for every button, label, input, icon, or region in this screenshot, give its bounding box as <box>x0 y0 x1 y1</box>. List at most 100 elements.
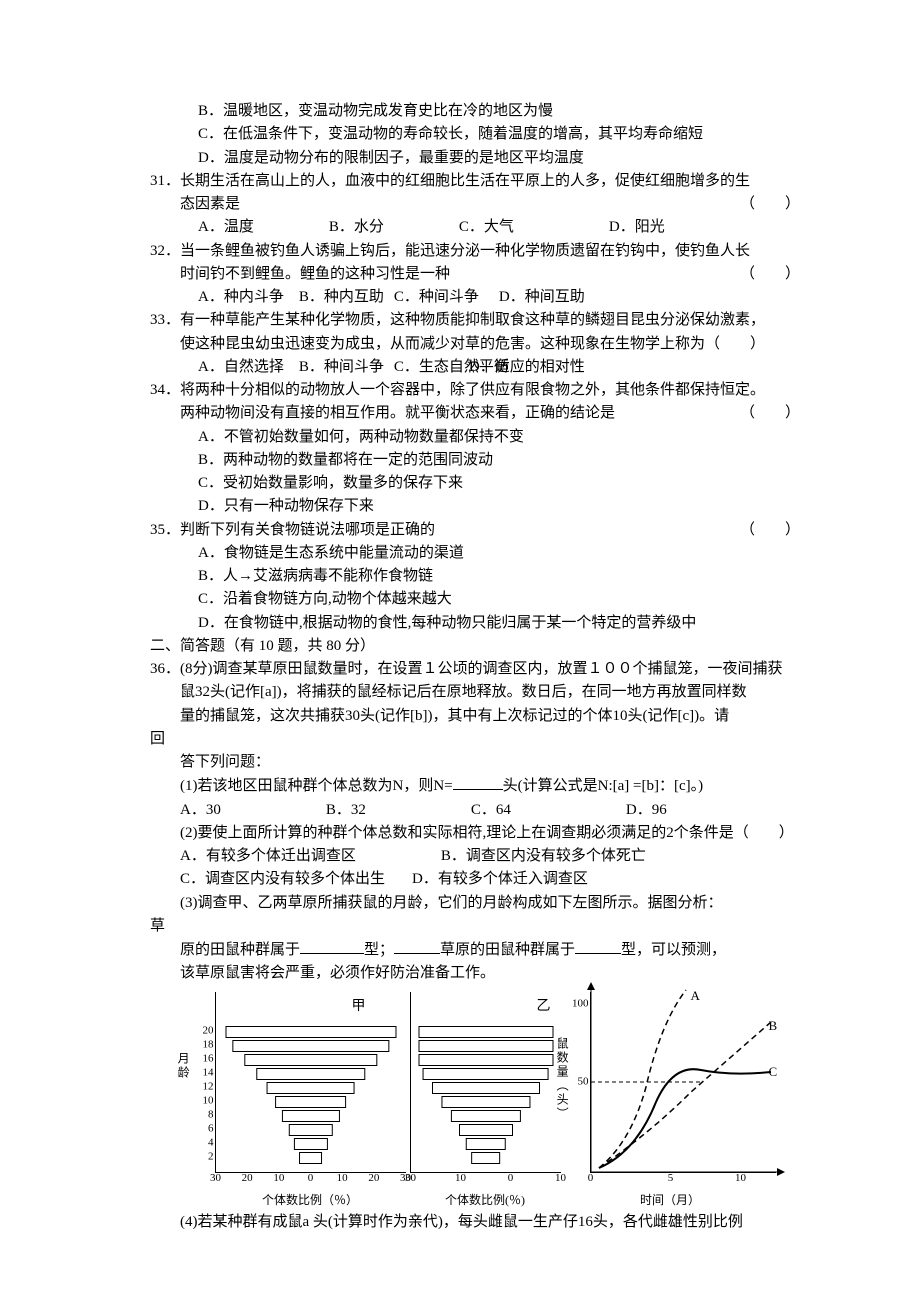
q36-line4: 答下列问题： <box>150 751 800 774</box>
q35-option-b[interactable]: B．人→艾滋病病毒不能称作食物链 <box>150 565 800 588</box>
q36-h1: (8分)调查某草原田鼠数量时，在设置１公顷的调查区内，放置１００个捕鼠笼，一夜间… <box>180 658 783 681</box>
q36-p1-c[interactable]: C．64 <box>471 799 511 822</box>
xlabel-growth: 时间（月） <box>565 1191 776 1210</box>
label-a: A <box>691 986 700 1006</box>
q31-c[interactable]: C．大气 <box>459 216 514 239</box>
pyramid-bar <box>418 1054 553 1066</box>
pyramid-bar <box>432 1082 540 1094</box>
xtick: 10 <box>735 1170 746 1187</box>
q32-a[interactable]: A．种内斗争 <box>198 286 284 309</box>
xtick: 10 <box>555 1170 566 1187</box>
q33-d[interactable]: D．适应的相对性 <box>469 356 585 379</box>
q32-number: 32． <box>150 240 180 263</box>
xtick: 20 <box>368 1170 379 1187</box>
q36-p2-row1: A．有较多个体迁出调查区 B．调查区内没有较多个体死亡 <box>150 845 800 868</box>
q36-p1-options: A．30 B．32 C．64 D．96 <box>150 799 800 822</box>
q33-number: 33． <box>150 309 180 332</box>
text: D．只有一种动物保存下来 <box>198 498 374 514</box>
q33-b[interactable]: B．种间斗争 <box>299 356 384 379</box>
fill-blank[interactable] <box>300 938 364 954</box>
q30-option-d[interactable]: D．温度是动物分布的限制因子，最重要的是地区平均温度 <box>150 147 800 170</box>
curve-b <box>599 1022 771 1168</box>
q33-stem2: 使这种昆虫幼虫迅速变为成虫，从而减少对草的危害。这种现象在生物学上称为（ ） <box>180 333 765 356</box>
q30-option-b[interactable]: B．温暖地区，变温动物完成发育史比在冷的地区为慢 <box>150 100 800 123</box>
answer-blank[interactable]: （ ） <box>740 402 800 425</box>
pyramid-bar <box>275 1096 347 1108</box>
fill-blank[interactable] <box>575 938 621 954</box>
q32-c[interactable]: C．种间斗争 <box>394 286 479 309</box>
text: A．食物链是生态系统中能量流动的渠道 <box>198 545 464 561</box>
q34-option-b[interactable]: B．两种动物的数量都将在一定的范围同波动 <box>150 449 800 472</box>
q30-option-c[interactable]: C．在低温条件下，变温动物的寿命较长，随着温度的增高，其平均寿命缩短 <box>150 123 800 146</box>
pyramid-bar <box>450 1110 520 1122</box>
q35-number: 35． <box>150 519 180 542</box>
q32-d[interactable]: D．种间互助 <box>499 286 585 309</box>
xtick: 20 <box>242 1170 253 1187</box>
text: C．受初始数量影响，数量多的保存下来 <box>198 475 463 491</box>
pyramid-bar <box>244 1054 377 1066</box>
q35-option-d[interactable]: D．在食物链中,根据动物的食性,每种动物只能归属于某一个特定的营养级中 <box>150 612 800 635</box>
q35-option-c[interactable]: C．沿着食物链方向,动物个体越来越大 <box>150 588 800 611</box>
q34-option-a[interactable]: A．不管初始数量如何，两种动物数量都保持不变 <box>150 426 800 449</box>
q36-p2-d[interactable]: D．有较多个体迁入调查区 <box>412 868 588 891</box>
q33-stem1: 有一种草能产生某种化学物质，这种物质能抑制取食这种草的鳞翅目昆虫分泌保幼激素， <box>180 309 765 332</box>
xtick: 0 <box>508 1170 514 1187</box>
chart-label-yi: 乙 <box>537 996 551 1018</box>
q31-b[interactable]: B．水分 <box>329 216 384 239</box>
q36-p1a: (1)若该地区田鼠种群个体总数为N，则N= <box>180 778 453 794</box>
label-b: B <box>769 1016 778 1036</box>
q36-p1-b[interactable]: B．32 <box>326 799 366 822</box>
growth-chart: 鼠数量（头） 50 100 0 5 <box>590 992 776 1173</box>
q36-p2-a[interactable]: A．有较多个体迁出调查区 <box>180 845 356 868</box>
q36-p1-d[interactable]: D．96 <box>626 799 667 822</box>
q36-p2: (2)要使上面所计算的种群个体总数和实际相符,理论上在调查期必须满足的2个条件是… <box>150 822 800 845</box>
ytick: 50 <box>569 1073 589 1090</box>
q36-p1-a[interactable]: A．30 <box>180 799 221 822</box>
pyramid-yi-wrap: 乙 3010010 个体数比例(％) <box>410 992 561 1210</box>
label-c: C <box>769 1062 778 1082</box>
pyramid-chart-yi: 乙 3010010 <box>410 992 561 1173</box>
ytick: 20 <box>194 1022 214 1039</box>
q36-line2: 鼠32头(记作[a])，将捕获的鼠经标记后在原地释放。数日后，在同一地方再放置同… <box>150 681 800 704</box>
pyramid-bar <box>256 1068 365 1080</box>
pyramid-bar <box>299 1152 323 1164</box>
pyramid-bar <box>266 1082 355 1094</box>
q33-a[interactable]: A．自然选择 <box>198 356 284 379</box>
q31-number: 31． <box>150 170 180 193</box>
pyramid-bar <box>232 1040 389 1052</box>
t: 原的田鼠种群属于 <box>180 942 300 958</box>
t: 型； <box>364 942 394 958</box>
answer-blank[interactable]: （ ） <box>740 519 800 542</box>
pyramid-bar <box>465 1138 506 1150</box>
text: A．不管初始数量如何，两种动物数量都保持不变 <box>198 429 524 445</box>
q31-d[interactable]: D．阳光 <box>609 216 665 239</box>
answer-blank[interactable]: （ ） <box>740 263 800 286</box>
q31-options: A．温度 B．水分 C．大气 D．阳光 <box>150 216 800 239</box>
q35-option-a[interactable]: A．食物链是生态系统中能量流动的渠道 <box>150 542 800 565</box>
q36-p3-line3: 该草原鼠害将会严重，必须作好防治准备工作。 <box>150 962 800 985</box>
answer-blank[interactable]: （ ） <box>740 193 800 216</box>
pyramid-bar <box>459 1124 513 1136</box>
q32-stem-line2: 时间钓不到鲤鱼。鲤鱼的这种习性是一种 （ ） <box>150 263 800 286</box>
growth-wrap: 鼠数量（头） 50 100 0 5 <box>565 992 776 1210</box>
q32-stem2: 时间钓不到鲤鱼。鲤鱼的这种习性是一种 <box>180 263 450 286</box>
q31-stem1: 长期生活在高山上的人，血液中的红细胞比生活在平原上的人多，促使红细胞增多的生 <box>180 170 750 193</box>
xlabel-jia: 个体数比例（％） <box>215 1191 406 1210</box>
q34-option-d[interactable]: D．只有一种动物保存下来 <box>150 495 800 518</box>
q36-p2-b[interactable]: B．调查区内没有较多个体死亡 <box>441 845 646 868</box>
pyramid-chart-jia: 月龄 甲 24681012141618203020100102030 <box>215 992 406 1173</box>
xtick: 5 <box>668 1170 674 1187</box>
xtick: 10 <box>337 1170 348 1187</box>
q32-stem-line1: 32． 当一条鲤鱼被钓鱼人诱骗上钩后，能迅速分泌一种化学物质遗留在钓钩中，使钓鱼… <box>150 240 800 263</box>
q34-option-c[interactable]: C．受初始数量影响，数量多的保存下来 <box>150 472 800 495</box>
q32-b[interactable]: B．种内互助 <box>299 286 384 309</box>
text: D．在食物链中,根据动物的食性,每种动物只能归属于某一个特定的营养级中 <box>198 615 696 631</box>
q36-p3: (3)调查甲、乙两草原所捕获鼠的月龄，它们的月龄构成如下左图所示。据图分析： <box>150 892 800 915</box>
xlabel-yi: 个体数比例(％) <box>410 1191 561 1210</box>
q31-a[interactable]: A．温度 <box>198 216 254 239</box>
fill-blank[interactable] <box>394 938 440 954</box>
xtick: 10 <box>455 1170 466 1187</box>
pyramid-bar <box>418 1026 553 1038</box>
fill-blank[interactable] <box>453 774 503 790</box>
q36-p2-c[interactable]: C．调查区内没有较多个体出生 <box>180 868 385 891</box>
